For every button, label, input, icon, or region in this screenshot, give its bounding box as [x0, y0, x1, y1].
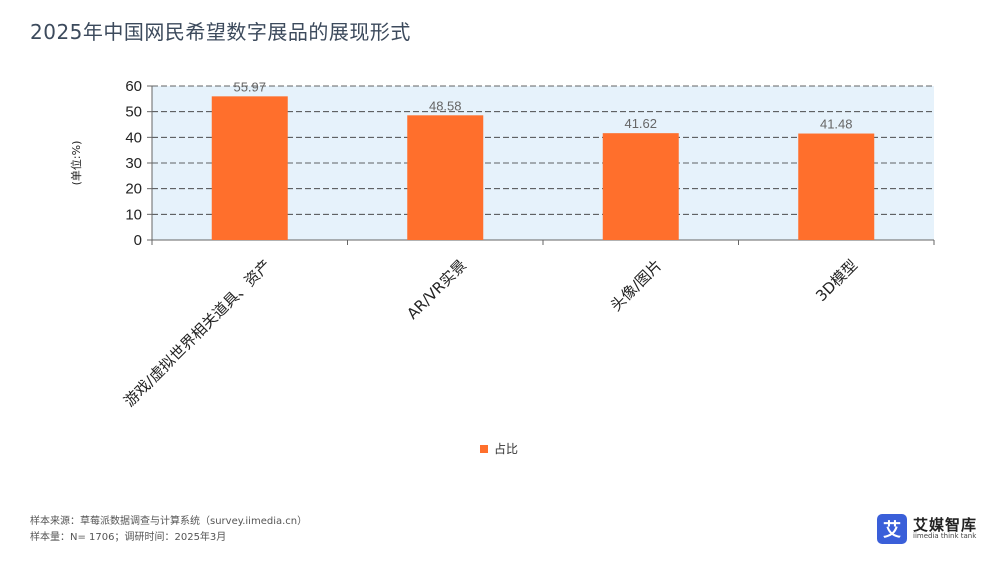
x-tick-label: 头像/图片 [607, 256, 666, 315]
legend-label: 占比 [494, 442, 519, 456]
y-tick-label: 50 [125, 104, 142, 121]
data-label: 41.48 [820, 117, 853, 132]
bar [798, 133, 875, 240]
data-label: 55.97 [233, 79, 266, 94]
bar [211, 96, 288, 241]
logo-name: 艾媒智库 [913, 515, 978, 534]
page-title: 2025年中国网民希望数字展品的展现形式 [30, 20, 411, 44]
brand-logo: 艾 艾媒智库 iimedia think tank [877, 514, 977, 544]
logo-text: 艾媒智库 iimedia think tank [913, 517, 977, 541]
data-label: 48.58 [429, 98, 462, 113]
x-tick-label: 游戏/虚拟世界相关道具、资产 [120, 256, 274, 410]
x-tick-label: AR/VR实景 [403, 256, 470, 323]
y-tick-label: 10 [125, 206, 142, 223]
y-tick-label: 40 [125, 129, 142, 146]
y-tick-label: 30 [125, 155, 142, 172]
x-tick-label: 3D模型 [812, 256, 861, 305]
y-axis-label: (单位:%) [69, 141, 83, 186]
footer-notes: 样本来源：草莓派数据调查与计算系统（survey.iimedia.cn） 样本量… [30, 514, 307, 546]
footer-source: 样本来源：草莓派数据调查与计算系统（survey.iimedia.cn） [30, 516, 308, 527]
bar [602, 133, 679, 240]
logo-mark-icon: 艾 [877, 514, 907, 544]
y-tick-label: 60 [125, 78, 142, 95]
footer-sample: 样本量：N= 1706；调研时间：2025年3月 [30, 532, 227, 543]
legend-swatch [480, 444, 488, 453]
y-tick-label: 0 [134, 232, 142, 249]
chart-legend: 占比 [480, 440, 518, 457]
y-tick-label: 20 [125, 181, 142, 198]
logo-subtitle: iimedia think tank [913, 532, 977, 541]
bar [407, 115, 484, 240]
data-label: 41.62 [624, 116, 657, 131]
